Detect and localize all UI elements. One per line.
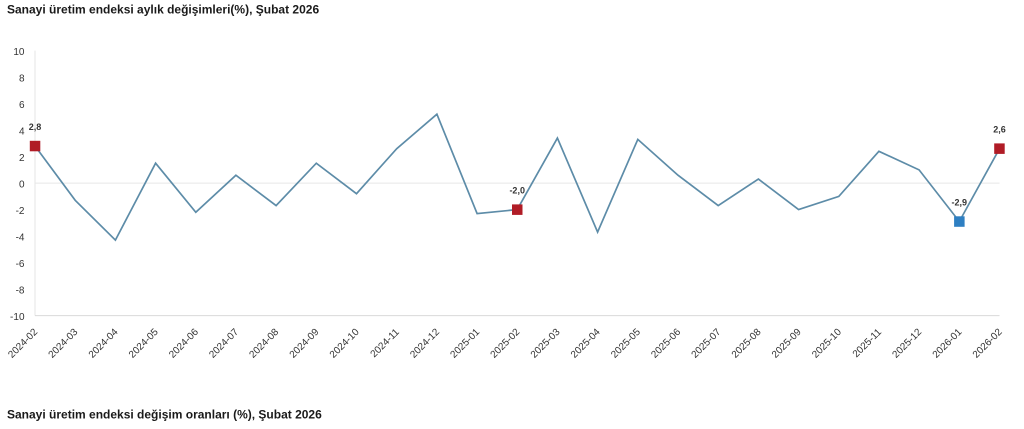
svg-text:10: 10 (13, 47, 25, 58)
svg-text:-8: -8 (16, 286, 25, 297)
svg-text:8: 8 (19, 74, 25, 85)
svg-text:-4: -4 (16, 233, 25, 244)
svg-text:2,6: 2,6 (993, 125, 1006, 135)
svg-text:-2,9: -2,9 (952, 198, 968, 208)
svg-text:Sanayi üretim endeksi aylık de: Sanayi üretim endeksi aylık değişimleri(… (7, 3, 319, 17)
svg-text:Sanayi üretim endeksi değişim: Sanayi üretim endeksi değişim oranları (… (7, 408, 322, 422)
svg-text:-10: -10 (10, 312, 25, 323)
svg-text:2: 2 (19, 153, 25, 164)
svg-text:4: 4 (19, 127, 25, 138)
svg-text:-2: -2 (16, 206, 25, 217)
svg-text:0: 0 (19, 180, 25, 191)
svg-text:2,8: 2,8 (29, 122, 42, 132)
svg-text:-2,0: -2,0 (509, 186, 525, 196)
svg-text:-6: -6 (16, 259, 25, 270)
svg-text:6: 6 (19, 100, 25, 111)
